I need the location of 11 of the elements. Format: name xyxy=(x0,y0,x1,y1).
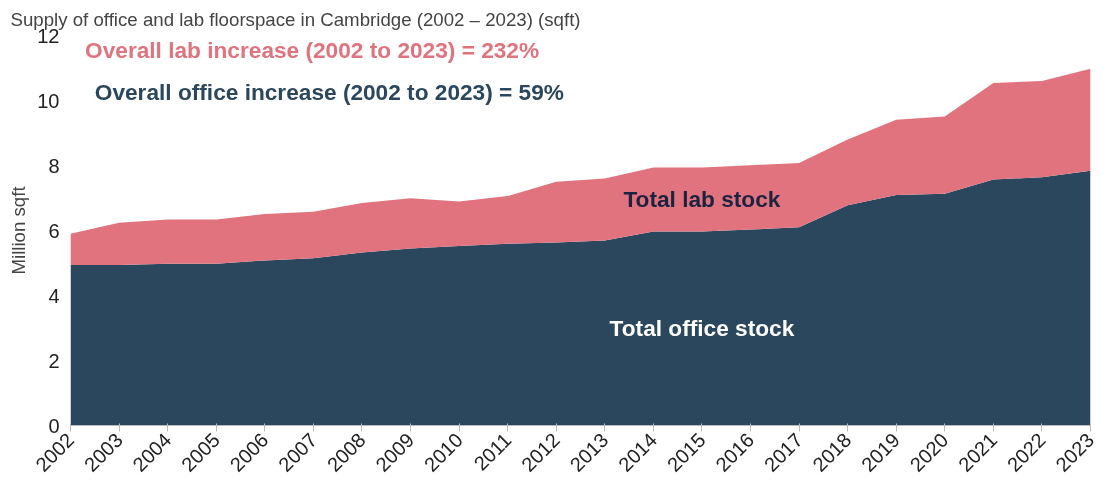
y-tick-label: 4 xyxy=(48,284,60,307)
series-label: Total lab stock xyxy=(623,186,781,213)
annotation: Overall lab increase (2002 to 2023) = 232% xyxy=(85,37,540,64)
series-label: Total office stock xyxy=(609,315,795,342)
annotation: Overall office increase (2002 to 2023) = 59% xyxy=(94,79,564,106)
y-tick-label: 0 xyxy=(48,414,60,437)
y-tick-label: 8 xyxy=(48,154,60,177)
y-tick-label: 6 xyxy=(48,219,60,242)
y-tick-label: 2 xyxy=(48,349,60,372)
y-axis-title: Million sqft xyxy=(8,185,30,275)
y-tick-label: 10 xyxy=(37,89,60,112)
